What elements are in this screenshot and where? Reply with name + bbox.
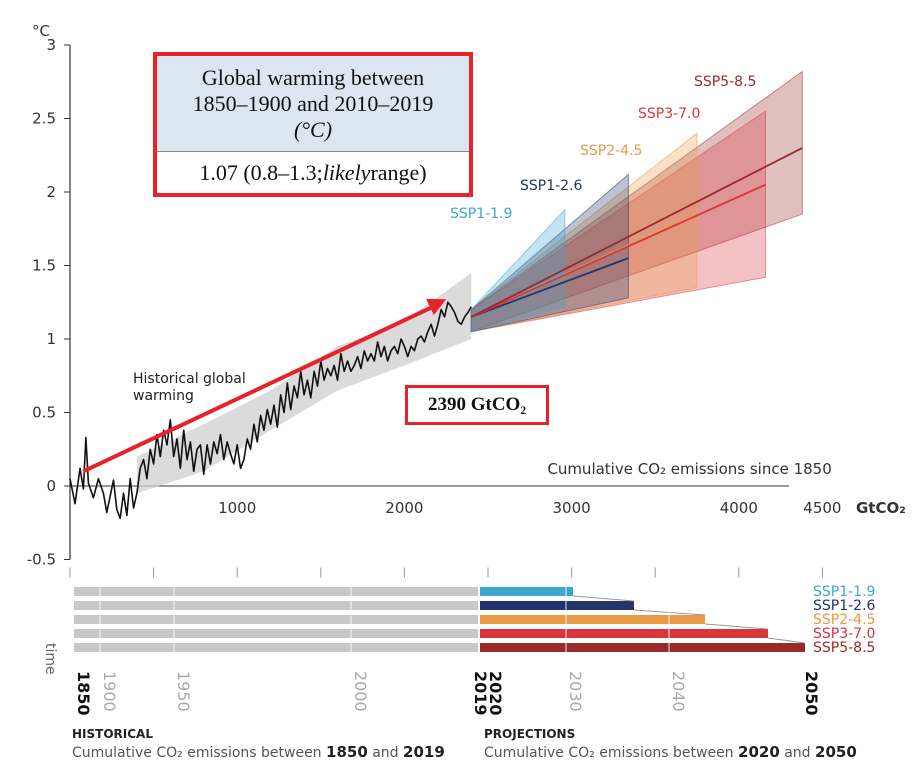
warming-arrow-head bbox=[426, 298, 447, 316]
historical-caption-text: Cumulative CO₂ emissions between bbox=[72, 745, 327, 761]
historical-caption-from: 1850 bbox=[326, 743, 368, 761]
timeline-year-2019: 2019 bbox=[471, 671, 490, 716]
scenario-label-ssp1-1.9: SSP1-1.9 bbox=[450, 206, 512, 222]
scenario-line-ssp1-2.6 bbox=[470, 257, 629, 318]
info-value-italic: likely bbox=[322, 160, 371, 185]
y-axis-unit: °C bbox=[32, 22, 50, 40]
x-tick-label: 3000 bbox=[553, 499, 591, 517]
historical-caption-and: and bbox=[367, 745, 404, 761]
historical-caption-to: 2019 bbox=[403, 743, 445, 761]
timeline-label-ssp3-7.0: SSP3-7.0 bbox=[813, 626, 875, 642]
timeline-year-2020: 2020 bbox=[486, 671, 505, 716]
scenario-line-ssp3-7.0 bbox=[470, 183, 766, 318]
timeline-year-2040: 2040 bbox=[669, 671, 688, 712]
timeline-projection-bar-ssp5-8.5 bbox=[480, 643, 805, 652]
y-tick-label: 1.5 bbox=[32, 257, 56, 275]
x-axis-unit: GtCO₂ bbox=[856, 499, 906, 517]
scenario-label-ssp3-7.0: SSP3-7.0 bbox=[638, 106, 700, 122]
x-axis-note: Cumulative CO₂ emissions since 1850 bbox=[547, 460, 831, 478]
warming-arrow-shaft bbox=[82, 302, 440, 474]
timeline-historical-bar bbox=[74, 601, 478, 610]
info-title-line1: Global warming between bbox=[201, 64, 425, 90]
projections-caption-text: Cumulative CO₂ emissions between bbox=[484, 745, 739, 761]
timeline-label-ssp1-1.9: SSP1-1.9 bbox=[813, 584, 875, 600]
timeline-year-1850: 1850 bbox=[74, 671, 93, 716]
warming-info-box: Global warming between 1850–1900 and 201… bbox=[153, 52, 473, 197]
y-tick-label: 0.5 bbox=[32, 404, 56, 422]
scenario-label-ssp1-2.6: SSP1-2.6 bbox=[520, 178, 583, 194]
projections-caption-from: 2020 bbox=[738, 743, 780, 761]
y-tick-label: 2.5 bbox=[32, 110, 56, 128]
x-tick-label: 2000 bbox=[385, 499, 423, 517]
projections-caption-title: PROJECTIONS bbox=[484, 727, 576, 741]
info-title-line3: (°C) bbox=[293, 116, 333, 142]
y-tick-label: 1 bbox=[46, 330, 56, 348]
info-value-main: 1.07 (0.8–1.3; bbox=[199, 160, 323, 185]
timeline-year-1900: 1900 bbox=[100, 671, 119, 712]
y-tick-label: 2 bbox=[46, 183, 56, 201]
timeline-year-2000: 2000 bbox=[351, 671, 370, 712]
timeline-historical-bar bbox=[74, 615, 478, 624]
timeline-label-ssp5-8.5: SSP5-8.5 bbox=[813, 640, 875, 656]
projections-caption-and: and bbox=[779, 745, 816, 761]
info-value-end: range) bbox=[370, 160, 427, 185]
timeline-label-ssp2-4.5: SSP2-4.5 bbox=[813, 612, 875, 628]
timeline-projection-bar-ssp1-1.9 bbox=[480, 587, 573, 596]
scenario-label-ssp2-4.5: SSP2-4.5 bbox=[580, 143, 642, 159]
timeline-historical-bar bbox=[74, 587, 478, 596]
scenario-band-ssp1-1.9 bbox=[470, 208, 566, 333]
y-tick-label: 0 bbox=[46, 477, 56, 495]
y-tick-label: 3 bbox=[46, 36, 56, 54]
timeline-axis-label: time bbox=[42, 643, 58, 675]
info-box-header: Global warming between 1850–1900 and 201… bbox=[157, 56, 469, 152]
timeline-historical-bar bbox=[74, 643, 478, 652]
historical-caption: HISTORICAL Cumulative CO₂ emissions betw… bbox=[72, 727, 445, 761]
scenario-label-ssp5-8.5: SSP5-8.5 bbox=[694, 74, 756, 90]
historical-label-line1: Historical global bbox=[133, 371, 246, 387]
y-tick-label: -0.5 bbox=[27, 551, 56, 569]
timeline-projection-bar-ssp1-2.6 bbox=[480, 601, 634, 610]
timeline-projection-bar-ssp3-7.0 bbox=[480, 629, 768, 638]
projections-caption-to: 2050 bbox=[815, 743, 857, 761]
timeline-historical-bar bbox=[74, 629, 478, 638]
x-tick-label: 4500 bbox=[803, 499, 841, 517]
historical-caption-title: HISTORICAL bbox=[72, 727, 153, 741]
timeline-year-2050: 2050 bbox=[802, 671, 821, 716]
timeline-connector bbox=[704, 623, 769, 630]
timeline-connector bbox=[767, 637, 806, 644]
timeline-year-1950: 1950 bbox=[174, 671, 193, 712]
cumulative-emissions-annotation: 2390 GtCO₂ bbox=[405, 385, 549, 425]
timeline-year-2030: 2030 bbox=[566, 671, 585, 712]
historical-label-line2: warming bbox=[133, 388, 194, 404]
x-tick-label: 1000 bbox=[218, 499, 256, 517]
x-tick-label: 4000 bbox=[720, 499, 758, 517]
historical-warming-line bbox=[69, 301, 472, 520]
timeline-projection-bar-ssp2-4.5 bbox=[480, 615, 705, 624]
info-title-line2: 1850–1900 and 2010–2019 bbox=[192, 90, 434, 116]
timeline-connector bbox=[572, 595, 635, 602]
info-box-value: 1.07 (0.8–1.3; likely range) bbox=[157, 152, 469, 194]
timeline-label-ssp1-2.6: SSP1-2.6 bbox=[813, 598, 876, 614]
scenario-line-ssp5-8.5 bbox=[470, 147, 803, 318]
projections-caption: PROJECTIONS Cumulative CO₂ emissions bet… bbox=[484, 727, 857, 761]
